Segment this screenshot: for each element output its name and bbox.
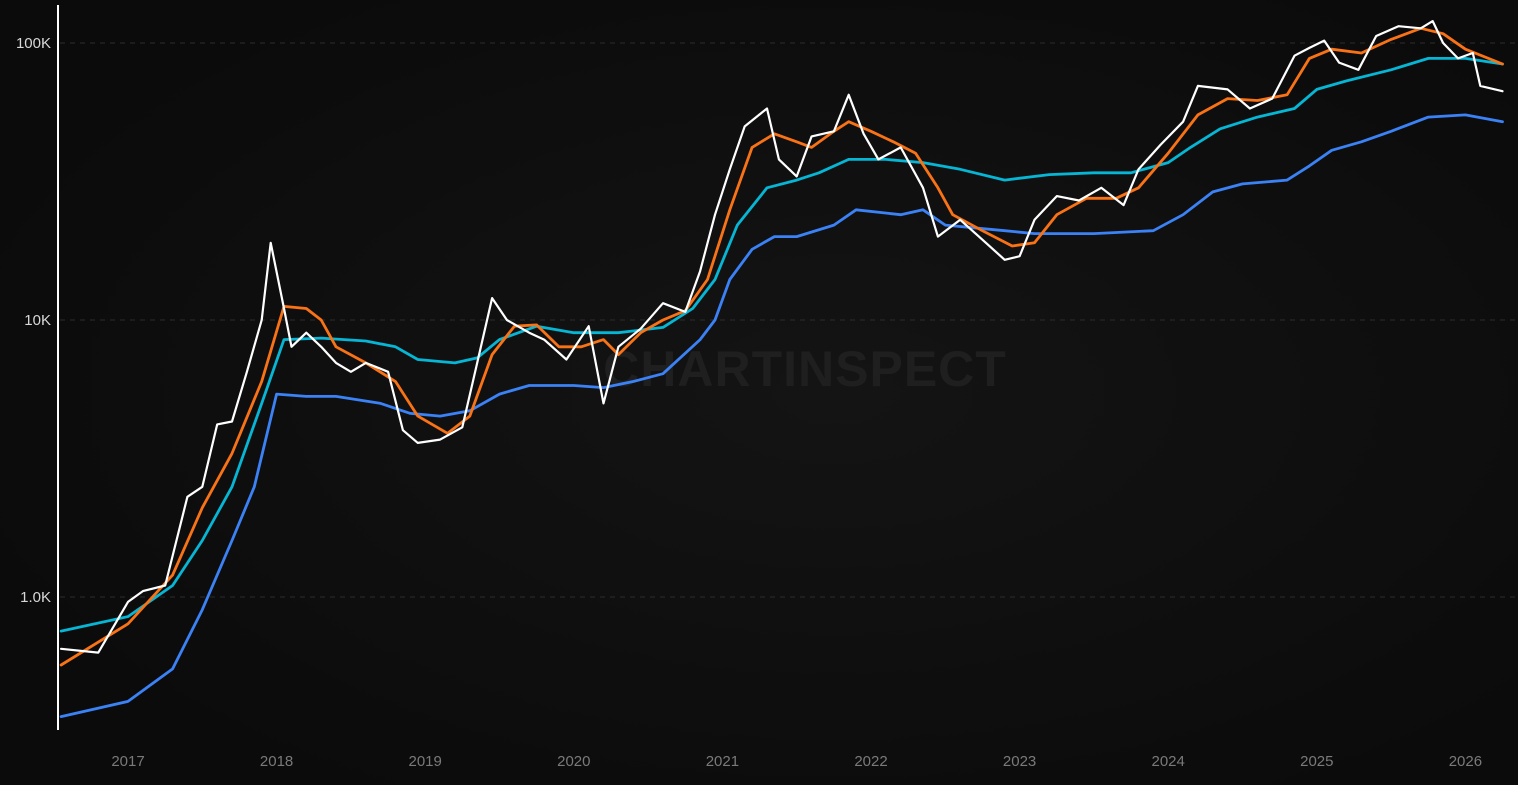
x-tick-label: 2024 xyxy=(1152,753,1185,770)
x-tick-label: 2021 xyxy=(706,753,739,770)
x-tick-label: 2020 xyxy=(557,753,590,770)
y-tick-label: 1.0K xyxy=(20,589,51,606)
y-tick-label: 10K xyxy=(24,312,51,329)
x-tick-label: 2019 xyxy=(409,753,442,770)
x-axis-ticks: 2017 2018 2019 2020 2021 2022 2023 2024 2025 2026 xyxy=(111,753,1482,770)
series-line-3 xyxy=(60,20,1504,654)
series-line-0 xyxy=(59,113,1504,718)
series-line-1 xyxy=(59,57,1504,633)
gridlines xyxy=(60,42,1518,598)
x-tick-label: 2025 xyxy=(1300,753,1333,770)
x-tick-label: 2023 xyxy=(1003,753,1036,770)
watermark: CHARTINSPECT xyxy=(603,341,1007,397)
x-tick-label: 2018 xyxy=(260,753,293,770)
x-tick-label: 2017 xyxy=(111,753,144,770)
series-lines xyxy=(59,20,1504,718)
x-tick-label: 2022 xyxy=(854,753,887,770)
x-tick-label: 2026 xyxy=(1449,753,1482,770)
series-line-2 xyxy=(59,26,1504,667)
y-axis-ticks: 1.0K 10K 100K xyxy=(16,35,51,606)
y-tick-label: 100K xyxy=(16,35,51,52)
